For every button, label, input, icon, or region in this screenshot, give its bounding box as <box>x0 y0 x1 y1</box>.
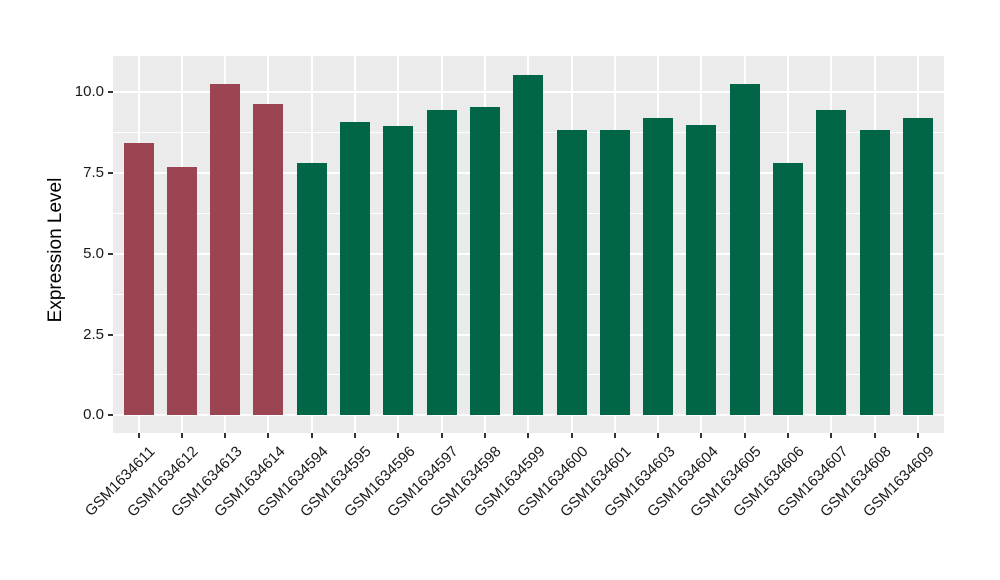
bar-GSM1634595 <box>340 121 370 416</box>
bar-GSM1634611 <box>123 142 154 416</box>
bar-GSM1634607 <box>816 110 847 416</box>
y-tick-mark <box>108 172 113 175</box>
x-tick-mark <box>830 433 833 438</box>
x-tick-mark <box>440 433 443 438</box>
y-tick-label: 2.5 <box>83 325 104 343</box>
x-tick-mark <box>873 433 876 438</box>
x-tick-mark <box>570 433 573 438</box>
y-tick-label: 7.5 <box>83 164 104 182</box>
bar-GSM1634604 <box>686 124 717 416</box>
bar-GSM1634603 <box>643 118 674 416</box>
x-tick-mark <box>657 433 660 438</box>
y-tick-mark <box>108 333 113 336</box>
x-tick-mark <box>180 433 183 438</box>
bar-GSM1634596 <box>383 126 414 416</box>
bar-GSM1634614 <box>253 103 284 416</box>
x-tick-mark <box>613 433 616 438</box>
y-tick-label: 10.0 <box>74 83 104 101</box>
bar-GSM1634605 <box>729 84 760 416</box>
y-tick-mark <box>108 91 113 94</box>
y-tick-label: 0.0 <box>83 406 104 424</box>
x-tick-mark <box>310 433 313 438</box>
x-tick-mark <box>700 433 703 438</box>
bar-GSM1634594 <box>296 163 327 416</box>
bar-GSM1634608 <box>859 129 890 416</box>
bar-GSM1634609 <box>902 118 933 416</box>
bar-GSM1634598 <box>469 106 500 416</box>
x-tick-mark <box>224 433 227 438</box>
plot-panel <box>113 56 944 433</box>
y-tick-label: 5.0 <box>83 244 104 262</box>
y-tick-mark <box>108 414 113 417</box>
x-tick-mark <box>267 433 270 438</box>
bar-GSM1634599 <box>513 74 544 416</box>
bar-GSM1634600 <box>556 129 587 416</box>
x-tick-mark <box>743 433 746 438</box>
x-tick-mark <box>397 433 400 438</box>
bar-GSM1634612 <box>166 166 197 416</box>
x-tick-mark <box>137 433 140 438</box>
x-tick-mark <box>483 433 486 438</box>
bar-GSM1634613 <box>210 84 241 416</box>
x-tick-mark <box>527 433 530 438</box>
x-tick-mark <box>916 433 919 438</box>
x-tick-mark <box>354 433 356 438</box>
bar-GSM1634597 <box>426 110 457 416</box>
bar-GSM1634601 <box>599 129 630 416</box>
x-tick-mark <box>787 433 789 438</box>
bar-GSM1634606 <box>773 163 803 416</box>
y-tick-mark <box>108 252 113 255</box>
